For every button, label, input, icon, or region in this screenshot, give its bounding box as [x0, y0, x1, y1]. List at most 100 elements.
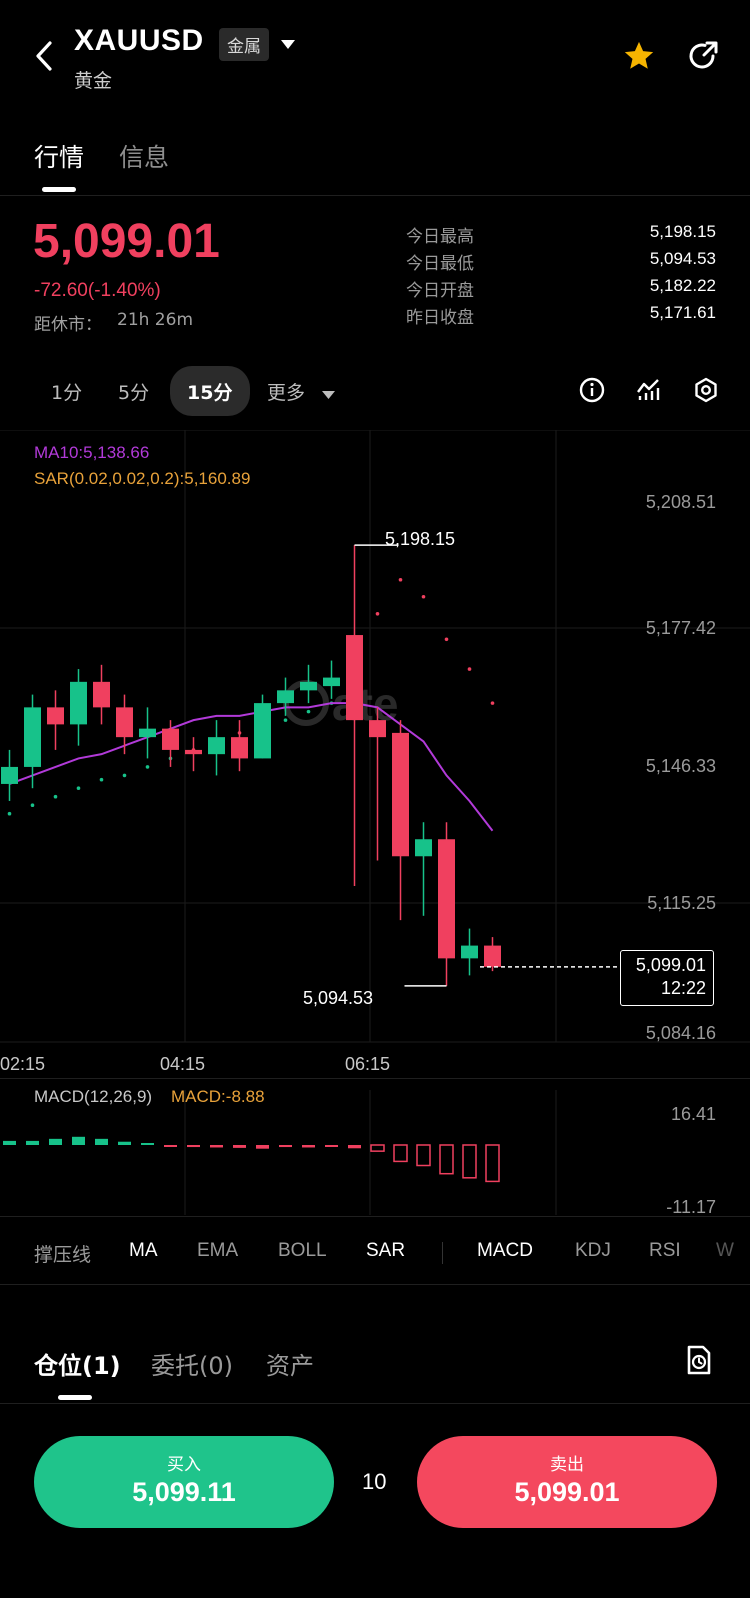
sell-button[interactable]: 卖出 5,099.01 [417, 1436, 717, 1528]
tab-active-indicator [42, 187, 76, 192]
ma-legend: MA10:5,138.66 [34, 443, 150, 462]
candle-body [24, 707, 41, 767]
y-tick-label: 5,208.51 [645, 492, 716, 512]
indicator-macd[interactable]: MACD [477, 1240, 533, 1261]
sar-dot [30, 803, 35, 808]
chart-type-icon[interactable] [636, 378, 662, 406]
candle-body [93, 681, 110, 708]
macd-bar [187, 1145, 200, 1148]
indicator-ma[interactable]: MA [129, 1240, 158, 1261]
candle-body [346, 635, 363, 721]
sar-dot [76, 786, 81, 790]
macd-bar [279, 1145, 292, 1148]
share-icon[interactable] [686, 39, 720, 77]
stat-value: 5,182.22 [649, 276, 716, 295]
stat-row: 今日最低 5,094.53 [406, 249, 716, 276]
macd-bar [462, 1144, 477, 1179]
tab-info[interactable]: 信息 [119, 143, 170, 172]
sar-dot [122, 773, 127, 778]
sar-dot [306, 709, 311, 714]
chevron-down-icon[interactable] [322, 386, 335, 405]
tabs-divider [0, 195, 750, 196]
indicator-boll[interactable]: BOLL [278, 1240, 327, 1261]
candle-body [484, 945, 501, 967]
chevron-down-icon[interactable] [280, 36, 296, 55]
history-icon[interactable] [684, 1344, 714, 1380]
macd-bar [256, 1145, 269, 1149]
macd-bar [3, 1140, 16, 1145]
indicator-ema[interactable]: EMA [197, 1240, 239, 1261]
macd-legend-value: MACD:-8.88 [171, 1087, 265, 1106]
buy-label: 买入 [167, 1455, 201, 1475]
low-price-label: 5,094.53 [303, 988, 374, 1008]
y-tick-label: 5,115.25 [647, 893, 716, 913]
macd-bar [325, 1145, 338, 1147]
sar-dot [490, 701, 495, 705]
sar-dot [53, 794, 58, 799]
ma10-line [9, 702, 494, 832]
sar-dot [421, 594, 426, 599]
candlestick-chart[interactable]: ate [0, 430, 750, 1080]
last-price-value: 5,099.01 [635, 955, 706, 975]
symbol-title[interactable]: XAUUSD [74, 24, 204, 57]
star-icon[interactable] [622, 39, 656, 77]
settings-icon[interactable] [693, 377, 719, 407]
candle-body [277, 690, 294, 704]
info-icon[interactable] [579, 377, 605, 407]
macd-bar [233, 1145, 246, 1148]
stat-label: 今日最低 [406, 254, 474, 274]
period-1m[interactable]: 1分 [51, 382, 83, 404]
stats-panel: 今日最高 5,198.15 今日最低 5,094.53 今日开盘 5,182.2… [406, 222, 716, 330]
symbol-subtitle: 黄金 [74, 70, 113, 92]
x-tick-label: 06:15 [345, 1054, 391, 1074]
macd-bar [370, 1144, 385, 1152]
tab-orders[interactable]: 委托(0) [151, 1352, 233, 1380]
indicator-w[interactable]: W [716, 1240, 734, 1261]
period-5m[interactable]: 5分 [118, 382, 150, 404]
candle-body [438, 839, 455, 959]
candle-body [139, 728, 156, 738]
sell-price: 5,099.01 [514, 1477, 620, 1507]
indicator-sr-line[interactable]: 撑压线 [34, 1244, 92, 1266]
back-icon[interactable] [28, 38, 60, 74]
macd-bar [439, 1144, 454, 1175]
candle-body [461, 945, 478, 959]
sar-dot [375, 611, 380, 616]
candle-body [70, 681, 87, 725]
price-change: -72.60(-1.40%) [34, 280, 161, 301]
x-tick-label: 04:15 [160, 1054, 206, 1074]
macd-bar [72, 1136, 85, 1145]
tab-active-indicator [58, 1395, 92, 1400]
indicator-kdj[interactable]: KDJ [575, 1240, 611, 1261]
sar-dot [7, 811, 12, 816]
sar-dot [145, 765, 150, 769]
candle-body [185, 749, 202, 755]
y-tick-label: 5,146.33 [645, 756, 716, 776]
close-countdown-value: 21h 26m [117, 310, 194, 330]
chart-grid [0, 430, 750, 1043]
macd-bar [416, 1144, 431, 1167]
tab-market[interactable]: 行情 [34, 143, 85, 172]
stat-value: 5,094.53 [649, 249, 716, 268]
macd-divider [0, 1078, 750, 1079]
indicator-rsi[interactable]: RSI [649, 1240, 681, 1261]
sell-label: 卖出 [550, 1455, 584, 1475]
macd-bar [26, 1140, 39, 1145]
tab-positions[interactable]: 仓位(1) [34, 1352, 121, 1380]
tabs-divider [0, 1403, 750, 1404]
period-more[interactable]: 更多 [267, 382, 306, 404]
period-15m[interactable]: 15分 [170, 366, 250, 416]
tab-assets[interactable]: 资产 [266, 1352, 314, 1380]
buy-button[interactable]: 买入 5,099.11 [34, 1436, 334, 1528]
candle-body [1, 766, 18, 784]
quantity-value[interactable]: 10 [362, 1469, 387, 1494]
stat-value: 5,171.61 [649, 303, 716, 322]
macd-histogram [3, 1090, 557, 1215]
stat-row: 昨日收盘 5,171.61 [406, 303, 716, 330]
stat-label: 昨日收盘 [406, 308, 474, 328]
candle-body [254, 703, 271, 759]
category-badge: 金属 [219, 28, 269, 61]
sar-dot [444, 637, 449, 642]
macd-bar [348, 1145, 361, 1149]
indicator-sar[interactable]: SAR [366, 1240, 406, 1261]
